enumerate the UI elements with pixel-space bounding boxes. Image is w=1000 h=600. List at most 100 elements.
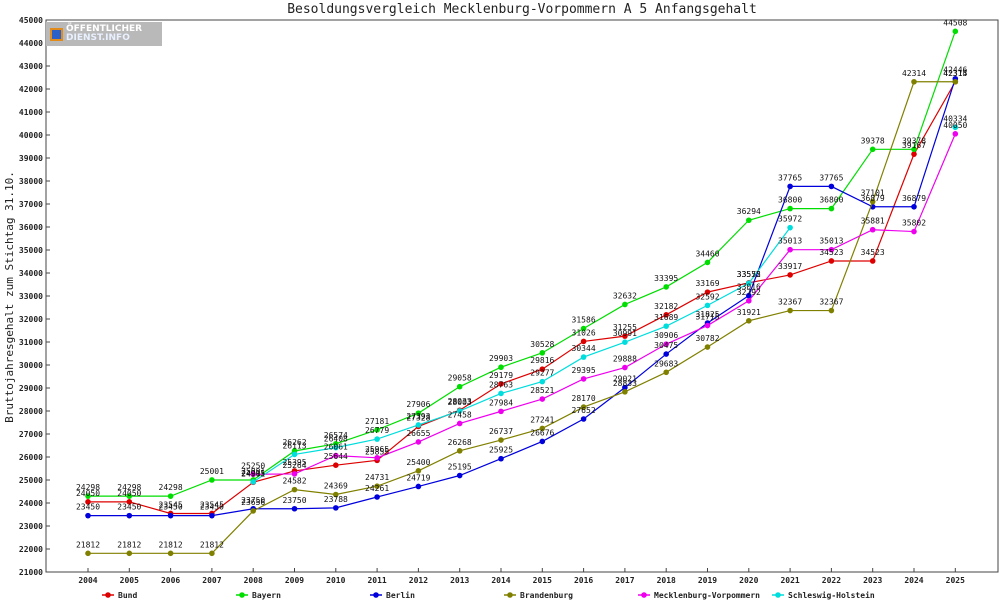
- logo-line2: DIENST.INFO: [66, 33, 130, 43]
- series-line-bund: [88, 81, 956, 515]
- data-label-bayern: 29903: [489, 354, 513, 363]
- data-point-berlin: [787, 183, 793, 190]
- x-tick-label: 2012: [409, 576, 428, 585]
- data-label-brandenburg: 21812: [159, 540, 183, 549]
- data-label-berlin: 25195: [448, 463, 472, 472]
- data-label-mecklenburg-vorpommern: 35013: [778, 237, 802, 246]
- data-point-bayern: [663, 284, 669, 290]
- data-point-mecklenburg-vorpommern: [663, 341, 669, 347]
- data-point-brandenburg: [746, 318, 752, 324]
- x-tick-label: 2025: [946, 576, 965, 585]
- data-label-brandenburg: 21812: [76, 540, 100, 549]
- data-label-brandenburg: 37101: [861, 189, 885, 198]
- data-label-berlin: 33016: [737, 283, 761, 292]
- y-axis-label: Bruttojahresgehalt zum Stichtag 31.10.: [3, 171, 16, 423]
- data-label-bayern: 24298: [159, 483, 183, 492]
- data-point-brandenburg: [374, 483, 380, 489]
- data-label-schleswig-holstein: 26779: [365, 426, 389, 435]
- data-label-bayern: 29058: [448, 374, 472, 383]
- data-label-schleswig-holstein: 30991: [613, 329, 637, 338]
- data-label-brandenburg: 27241: [530, 415, 554, 424]
- data-point-berlin: [663, 351, 669, 357]
- y-tick-label: 26000: [19, 453, 43, 462]
- data-label-bund: 32182: [654, 302, 678, 311]
- data-point-berlin: [456, 472, 463, 479]
- data-point-mecklenburg-vorpommern: [580, 376, 587, 382]
- data-point-berlin: [498, 455, 504, 462]
- data-label-bund: 42315: [943, 69, 967, 78]
- data-label-mecklenburg-vorpommern: 32792: [737, 288, 761, 297]
- data-labels: 24050 24050 23545 23545 24901 25395 25644 25855…: [76, 18, 968, 549]
- data-point-bayern: [498, 364, 504, 371]
- data-point-schleswig-holstein: [374, 436, 380, 442]
- data-label-berlin: 37765: [819, 173, 843, 182]
- data-label-berlin: 25925: [489, 446, 513, 455]
- data-label-berlin: 27652: [572, 406, 596, 415]
- data-point-brandenburg: [209, 550, 215, 557]
- data-label-berlin: 37765: [778, 173, 802, 182]
- x-tick-label: 2011: [367, 576, 386, 585]
- data-point-berlin: [911, 203, 917, 210]
- data-label-bayern: 30528: [530, 340, 554, 349]
- data-point-brandenburg: [167, 550, 174, 557]
- y-tick-label: 34000: [19, 269, 43, 278]
- x-tick-label: 2021: [780, 576, 799, 585]
- data-label-berlin: 23750: [282, 496, 306, 505]
- data-label-brandenburg: 28833: [613, 379, 637, 388]
- data-label-bund: 27328: [406, 413, 430, 422]
- data-point-brandenburg: [580, 404, 587, 410]
- data-label-berlin: 30475: [654, 341, 678, 350]
- data-label-schleswig-holstein: 26113: [282, 441, 306, 450]
- data-point-brandenburg: [498, 437, 504, 443]
- data-label-mecklenburg-vorpommern: 25250: [241, 461, 265, 470]
- data-label-bayern: 27906: [406, 400, 430, 409]
- data-label-brandenburg: 23656: [241, 498, 265, 507]
- data-point-bayern: [126, 493, 133, 499]
- x-tick-label: 2016: [574, 576, 593, 585]
- logo-line1: ÖFFENTLICHER: [66, 24, 143, 34]
- data-point-bund: [126, 499, 133, 505]
- y-tick-label: 28000: [19, 407, 43, 416]
- data-label-berlin: 23788: [324, 495, 348, 504]
- data-point-schleswig-holstein: [952, 124, 959, 131]
- data-point-bayern: [415, 410, 422, 416]
- data-label-bayern: 33395: [654, 274, 678, 283]
- data-label-bayern: 25001: [241, 467, 265, 476]
- x-tick-label: 2014: [491, 576, 510, 585]
- data-label-berlin: 24719: [406, 473, 430, 482]
- data-label-mecklenburg-vorpommern: 31715: [695, 313, 719, 322]
- data-label-berlin: 31825: [695, 310, 719, 319]
- data-point-bund: [704, 289, 711, 295]
- data-point-bayern: [85, 493, 91, 499]
- data-point-berlin: [374, 494, 380, 500]
- data-label-bayern: 36800: [778, 196, 802, 205]
- data-point-berlin: [539, 438, 546, 445]
- y-tick-label: 44000: [19, 39, 43, 48]
- x-tick-label: 2015: [533, 576, 552, 585]
- data-label-bund: 33572: [737, 270, 761, 279]
- data-label-bund: 25855: [365, 447, 389, 456]
- data-label-brandenburg: 24369: [324, 482, 348, 491]
- data-point-berlin: [333, 505, 339, 511]
- data-label-mecklenburg-vorpommern: 35881: [861, 217, 885, 226]
- data-point-bayern: [787, 205, 793, 212]
- data-label-mecklenburg-vorpommern: 27984: [489, 398, 513, 407]
- data-point-bund: [580, 338, 587, 345]
- data-label-bayern: 26262: [282, 438, 306, 447]
- legend-label-bayern: Bayern: [252, 591, 281, 600]
- x-tick-label: 2007: [202, 576, 221, 585]
- data-label-bund: 23545: [200, 500, 224, 509]
- data-label-bayern: 39378: [861, 136, 885, 145]
- data-point-bund: [333, 462, 339, 468]
- x-tick-label: 2019: [698, 576, 717, 585]
- y-tick-label: 37000: [19, 200, 43, 209]
- data-label-berlin: 23450: [159, 503, 183, 512]
- data-label-schleswig-holstein: 28763: [489, 380, 513, 389]
- data-label-schleswig-holstein: 24915: [241, 469, 265, 478]
- data-label-mecklenburg-vorpommern: 35802: [902, 219, 926, 228]
- data-label-bayern: 24298: [76, 483, 100, 492]
- data-label-bund: 24901: [241, 469, 265, 478]
- x-tick-label: 2008: [244, 576, 263, 585]
- x-tick-label: 2024: [904, 576, 923, 585]
